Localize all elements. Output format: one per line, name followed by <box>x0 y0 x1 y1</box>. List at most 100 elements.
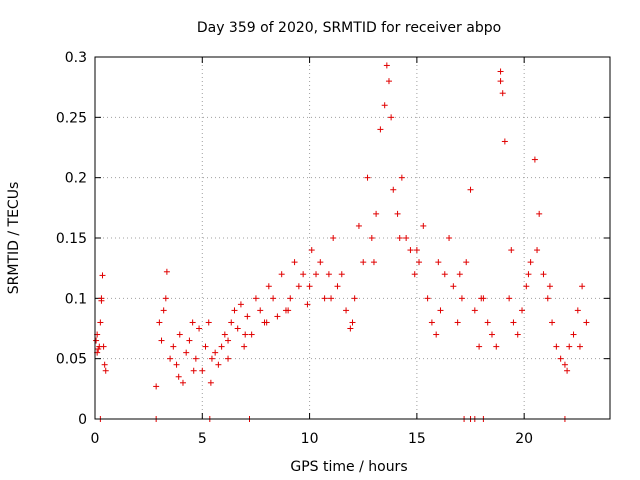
data-point <box>519 307 526 314</box>
data-point <box>285 307 292 314</box>
data-point <box>97 319 104 326</box>
data-point <box>534 247 541 254</box>
data-point <box>446 235 453 241</box>
data-point <box>101 361 108 368</box>
data-point <box>525 271 532 278</box>
data-point <box>527 259 534 266</box>
y-axis-label: SRMTID / TECUs <box>6 182 22 295</box>
data-point <box>441 271 448 278</box>
data-point <box>411 271 418 278</box>
data-point <box>570 331 577 338</box>
data-point <box>304 301 311 308</box>
data-point <box>564 367 571 374</box>
data-point <box>176 331 183 338</box>
data-point <box>514 331 521 338</box>
data-point <box>476 343 483 350</box>
x-tick-label: 0 <box>91 431 100 447</box>
x-tick-label: 15 <box>408 431 426 447</box>
data-point <box>456 271 463 278</box>
data-point <box>248 331 255 338</box>
data-point <box>420 222 427 229</box>
data-point <box>231 307 238 314</box>
y-tick-label: 0 <box>78 412 87 428</box>
chart-title: Day 359 of 2020, SRMTID for receiver abp… <box>197 20 501 36</box>
data-point <box>274 313 281 320</box>
data-point <box>215 361 222 368</box>
data-point <box>263 319 270 326</box>
data-point <box>544 295 551 302</box>
data-point <box>306 283 313 290</box>
data-point <box>291 259 298 266</box>
data-point <box>549 319 556 326</box>
data-point <box>338 271 345 278</box>
data-point <box>546 283 553 290</box>
data-point <box>396 235 403 241</box>
data-point <box>347 325 354 332</box>
data-point <box>196 325 203 332</box>
data-point <box>241 343 248 350</box>
data-point <box>244 313 251 320</box>
data-point <box>364 174 371 181</box>
data-point <box>373 210 380 217</box>
data-point <box>458 295 465 302</box>
data-point <box>100 343 107 350</box>
data-point <box>383 62 390 69</box>
data-point <box>351 295 358 302</box>
data-point <box>300 271 307 278</box>
data-point <box>413 247 420 254</box>
data-point <box>98 297 105 304</box>
data-point <box>471 307 478 314</box>
data-point <box>257 307 264 314</box>
x-axis-label: GPS time / hours <box>290 459 407 475</box>
data-point <box>270 295 277 302</box>
data-point <box>370 259 377 266</box>
data-point <box>99 272 106 279</box>
data-points <box>93 62 590 422</box>
y-tick-label: 0.15 <box>56 231 87 247</box>
data-point <box>497 78 504 85</box>
data-point <box>186 337 193 344</box>
data-point <box>493 343 500 350</box>
data-point <box>349 319 356 326</box>
data-point <box>317 259 324 266</box>
y-tick-label: 0.1 <box>65 291 87 307</box>
data-point <box>566 343 573 350</box>
gridlines <box>95 57 610 419</box>
data-point <box>454 319 461 326</box>
data-point <box>394 210 401 217</box>
data-point <box>343 307 350 314</box>
data-point <box>158 337 165 344</box>
data-point <box>398 174 405 181</box>
data-point <box>360 259 367 266</box>
data-point <box>192 355 199 362</box>
data-point <box>488 331 495 338</box>
data-point <box>450 283 457 290</box>
data-point <box>170 343 177 350</box>
data-point <box>179 379 186 386</box>
data-point <box>499 90 506 97</box>
data-point <box>368 235 375 241</box>
data-point <box>202 343 209 350</box>
data-point <box>497 68 504 75</box>
data-point <box>377 126 384 133</box>
y-tick-label: 0.05 <box>56 352 87 368</box>
data-point <box>160 307 167 314</box>
data-point <box>403 235 410 241</box>
data-point <box>561 361 568 368</box>
data-point <box>355 222 362 229</box>
data-point <box>428 319 435 326</box>
data-point <box>190 367 197 374</box>
data-point <box>334 283 341 290</box>
data-point <box>218 343 225 350</box>
data-point <box>433 331 440 338</box>
data-point <box>207 379 214 386</box>
data-point <box>189 319 196 326</box>
data-point <box>579 283 586 290</box>
data-point <box>536 210 543 217</box>
data-point <box>287 295 294 302</box>
data-point <box>583 319 590 326</box>
data-point <box>437 307 444 314</box>
data-point <box>416 259 423 266</box>
data-point <box>506 295 513 302</box>
